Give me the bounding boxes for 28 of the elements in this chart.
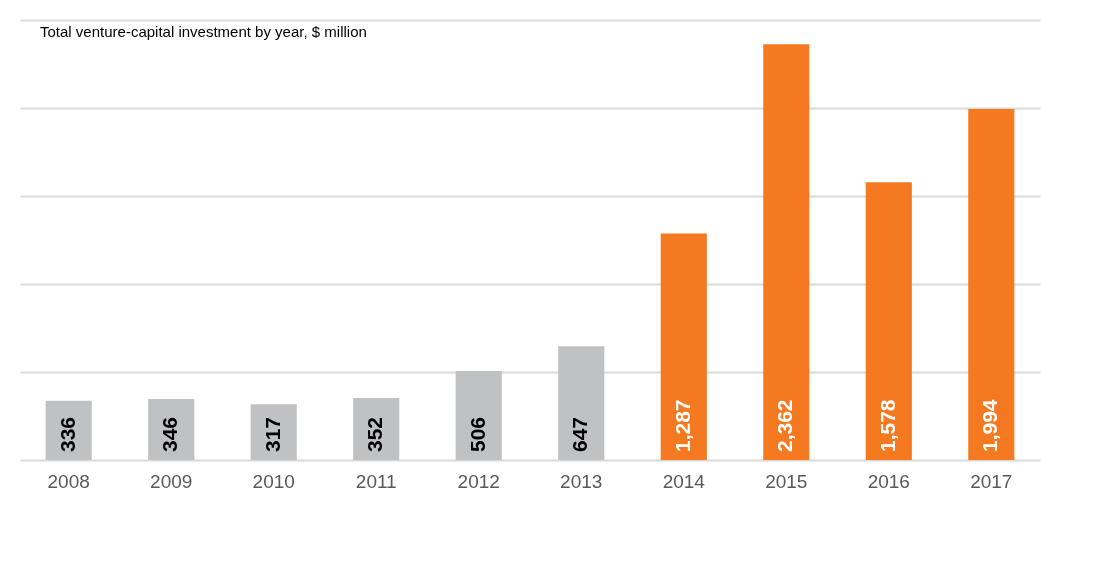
bar bbox=[455, 370, 502, 460]
x-tick-label: 2014 bbox=[662, 470, 706, 492]
data-label: 647 bbox=[568, 416, 592, 452]
data-label: 352 bbox=[363, 416, 387, 452]
data-label: 2,362 bbox=[773, 399, 797, 452]
data-label: 336 bbox=[55, 416, 79, 452]
bar bbox=[763, 44, 810, 460]
x-tick-label: 2011 bbox=[355, 470, 397, 492]
data-label: 506 bbox=[465, 416, 489, 452]
bar bbox=[250, 404, 297, 460]
x-tick-label: 2012 bbox=[457, 470, 500, 492]
data-label: 346 bbox=[158, 416, 182, 452]
x-tick-label: 2017 bbox=[970, 470, 1013, 492]
data-label: 317 bbox=[260, 416, 284, 452]
data-label: 1,287 bbox=[670, 399, 694, 452]
data-label: 1,994 bbox=[978, 399, 1002, 452]
bar bbox=[865, 182, 912, 460]
bar bbox=[558, 346, 605, 460]
x-tick-label: 2013 bbox=[560, 470, 603, 492]
bar bbox=[968, 109, 1015, 460]
bar bbox=[660, 233, 707, 460]
x-tick-label: 2009 bbox=[150, 470, 193, 492]
x-tick-label: 2015 bbox=[765, 470, 808, 492]
chart-title: Total venture-capital investment by year, $ million bbox=[40, 23, 367, 40]
data-label: 1,578 bbox=[875, 399, 899, 452]
x-tick-label: 2016 bbox=[867, 470, 910, 492]
x-tick-label: 2008 bbox=[47, 470, 90, 492]
x-tick-label: 2010 bbox=[252, 470, 295, 492]
